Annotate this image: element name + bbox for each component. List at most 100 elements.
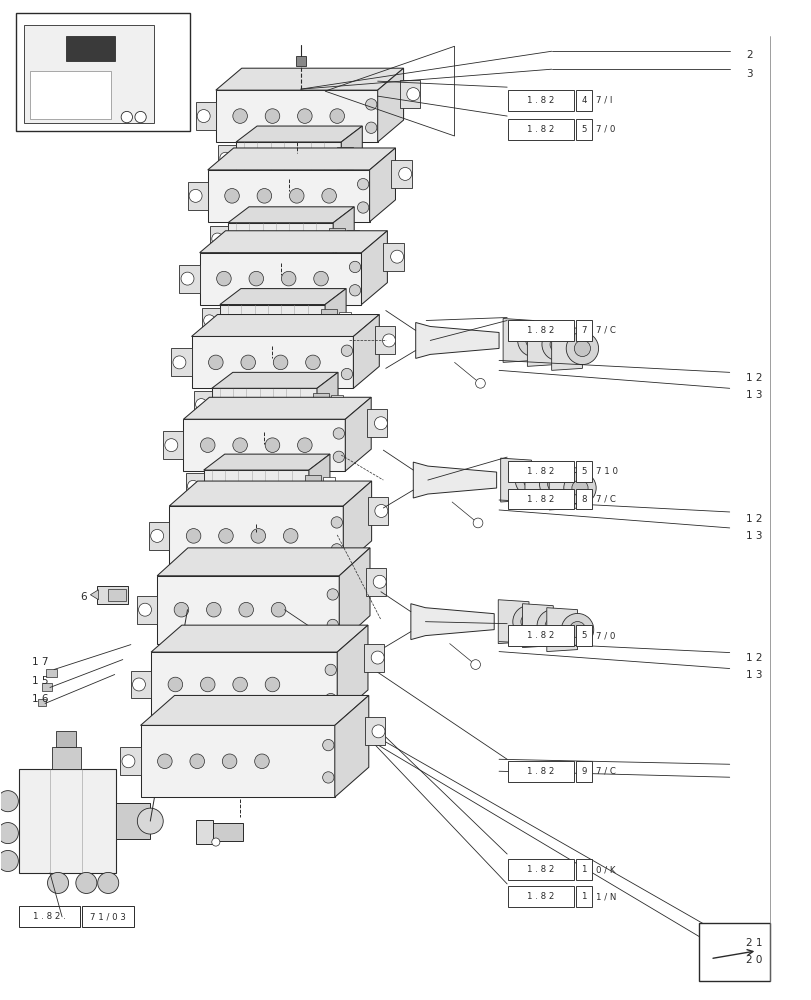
- Circle shape: [541, 328, 573, 361]
- Circle shape: [375, 504, 388, 517]
- Polygon shape: [140, 725, 334, 797]
- Polygon shape: [220, 289, 345, 305]
- Text: 1 . 8 2: 1 . 8 2: [527, 892, 554, 901]
- Circle shape: [333, 428, 344, 439]
- Polygon shape: [367, 409, 387, 437]
- Polygon shape: [169, 506, 343, 566]
- Circle shape: [473, 518, 483, 528]
- Circle shape: [322, 739, 333, 751]
- Circle shape: [327, 619, 338, 631]
- Text: 1 3: 1 3: [745, 390, 762, 400]
- Polygon shape: [208, 170, 369, 222]
- Text: 1 2: 1 2: [745, 653, 762, 663]
- Circle shape: [371, 725, 384, 738]
- Text: 7 / I: 7 / I: [595, 96, 611, 105]
- Polygon shape: [324, 289, 345, 336]
- Polygon shape: [204, 454, 329, 470]
- Circle shape: [525, 332, 541, 349]
- Circle shape: [32, 73, 49, 89]
- Text: 1: 1: [581, 865, 586, 874]
- Polygon shape: [308, 454, 329, 502]
- Polygon shape: [187, 182, 208, 210]
- Text: 8: 8: [581, 495, 586, 504]
- Polygon shape: [186, 473, 204, 499]
- Polygon shape: [345, 397, 371, 471]
- Polygon shape: [316, 372, 337, 420]
- Bar: [304, 475, 320, 497]
- Circle shape: [265, 438, 280, 452]
- Circle shape: [571, 480, 587, 496]
- Bar: [508, 461, 573, 482]
- Circle shape: [329, 109, 344, 123]
- Bar: [508, 761, 573, 782]
- Bar: [508, 320, 573, 341]
- Polygon shape: [151, 625, 367, 652]
- Circle shape: [241, 355, 255, 370]
- Bar: [322, 477, 334, 495]
- Bar: [508, 625, 573, 646]
- Text: 1 . 8 2: 1 . 8 2: [527, 125, 554, 134]
- Circle shape: [189, 189, 202, 202]
- Circle shape: [398, 167, 411, 180]
- Polygon shape: [236, 126, 362, 142]
- Circle shape: [32, 90, 49, 106]
- Circle shape: [289, 189, 303, 203]
- Circle shape: [135, 111, 146, 123]
- Circle shape: [513, 605, 544, 638]
- Polygon shape: [151, 652, 337, 717]
- Circle shape: [200, 677, 215, 692]
- Text: 7 1 / 0 3: 7 1 / 0 3: [90, 912, 126, 921]
- Circle shape: [521, 614, 536, 630]
- Circle shape: [173, 356, 186, 369]
- Text: 7 / 0: 7 / 0: [595, 125, 615, 134]
- Bar: [338, 312, 350, 329]
- Circle shape: [333, 451, 344, 462]
- Circle shape: [305, 355, 320, 370]
- Circle shape: [122, 755, 135, 768]
- Circle shape: [523, 472, 539, 488]
- Text: 9: 9: [581, 767, 586, 776]
- Text: 7: 7: [581, 326, 586, 335]
- Bar: [508, 489, 573, 509]
- Text: 7 / 0: 7 / 0: [595, 631, 615, 640]
- Circle shape: [297, 109, 311, 123]
- Polygon shape: [228, 207, 354, 223]
- Polygon shape: [216, 68, 403, 90]
- Polygon shape: [524, 462, 555, 506]
- Bar: [575, 461, 591, 482]
- Polygon shape: [383, 243, 403, 271]
- Bar: [97, 586, 127, 604]
- Bar: [42, 683, 51, 691]
- Polygon shape: [218, 145, 236, 171]
- Text: 7 / C: 7 / C: [595, 767, 616, 776]
- Circle shape: [544, 618, 560, 634]
- Polygon shape: [120, 747, 140, 775]
- Circle shape: [373, 575, 386, 588]
- Polygon shape: [353, 315, 379, 388]
- Text: 1 6: 1 6: [32, 694, 49, 704]
- Bar: [81, 906, 134, 927]
- Polygon shape: [200, 231, 387, 253]
- Circle shape: [165, 439, 178, 452]
- Polygon shape: [140, 695, 368, 725]
- Polygon shape: [369, 148, 395, 222]
- Circle shape: [390, 250, 403, 263]
- Bar: [330, 395, 342, 413]
- Circle shape: [357, 202, 368, 213]
- Polygon shape: [212, 388, 316, 420]
- Text: 6: 6: [80, 592, 88, 602]
- Bar: [575, 320, 591, 341]
- Text: 0 / K: 0 / K: [595, 865, 615, 874]
- Polygon shape: [337, 625, 367, 717]
- Polygon shape: [171, 348, 191, 376]
- Circle shape: [569, 622, 585, 638]
- Polygon shape: [551, 326, 581, 370]
- Circle shape: [195, 399, 207, 410]
- Polygon shape: [137, 596, 157, 624]
- Bar: [508, 119, 573, 140]
- Circle shape: [251, 529, 265, 543]
- Circle shape: [225, 189, 239, 203]
- Polygon shape: [341, 126, 362, 174]
- Polygon shape: [19, 769, 116, 873]
- Polygon shape: [364, 717, 384, 745]
